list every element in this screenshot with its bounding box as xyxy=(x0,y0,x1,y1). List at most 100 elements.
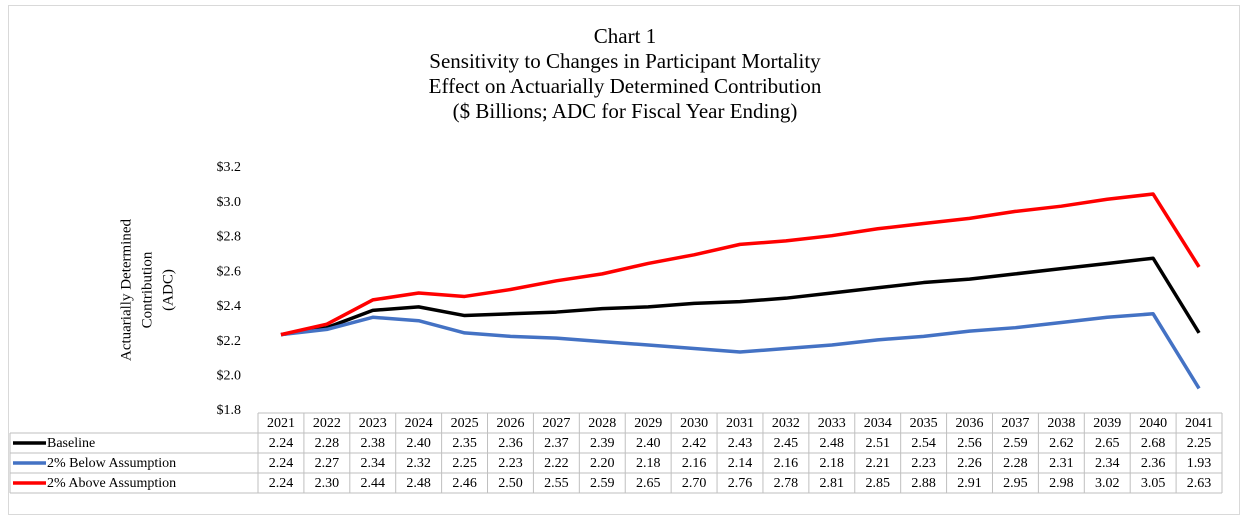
chart-title: Sensitivity to Changes in Participant Mo… xyxy=(429,49,821,73)
x-tick-label: 2022 xyxy=(313,416,341,431)
table-value: 3.05 xyxy=(1141,476,1166,491)
legend-label: 2% Below Assumption xyxy=(47,456,176,471)
table-value: 2.37 xyxy=(544,436,569,451)
table-value: 2.23 xyxy=(498,456,523,471)
x-tick-label: 2034 xyxy=(864,416,892,431)
chart-border xyxy=(8,5,1240,515)
table-value: 2.45 xyxy=(774,436,799,451)
y-tick-label: $3.2 xyxy=(217,160,242,175)
table-value: 2.40 xyxy=(636,436,661,451)
table-value: 2.28 xyxy=(315,436,340,451)
table-value: 2.22 xyxy=(544,456,569,471)
y-axis-label: Actuarially Determined Contribution (ADC) xyxy=(118,218,176,361)
x-tick-label: 2032 xyxy=(772,416,800,431)
table-value: 2.25 xyxy=(452,456,477,471)
table-value: 2.48 xyxy=(406,476,431,491)
table-value: 2.31 xyxy=(1049,456,1074,471)
series-line xyxy=(280,256,1201,337)
table-value: 2.27 xyxy=(315,456,340,471)
table-value: 2.50 xyxy=(498,476,523,491)
x-tick-label: 2041 xyxy=(1185,416,1213,431)
chart-title: ($ Billions; ADC for Fiscal Year Ending) xyxy=(453,99,798,123)
table-value: 2.56 xyxy=(957,436,982,451)
table-value: 2.26 xyxy=(957,456,982,471)
chart-title: Chart 1 xyxy=(594,24,656,48)
x-tick-label: 2025 xyxy=(451,416,479,431)
x-tick-label: 2035 xyxy=(910,416,938,431)
table-value: 2.24 xyxy=(269,476,294,491)
table-value: 2.18 xyxy=(820,456,845,471)
x-tick-label: 2038 xyxy=(1047,416,1075,431)
table-value: 2.81 xyxy=(820,476,845,491)
table-value: 2.88 xyxy=(911,476,936,491)
table-value: 2.28 xyxy=(1003,456,1028,471)
table-value: 2.95 xyxy=(1003,476,1028,491)
x-tick-label: 2026 xyxy=(496,416,524,431)
x-tick-label: 2037 xyxy=(1001,416,1029,431)
x-tick-label: 2028 xyxy=(588,416,616,431)
table-value: 2.25 xyxy=(1187,436,1212,451)
table-value: 2.35 xyxy=(452,436,477,451)
y-axis-label-line: (ADC) xyxy=(160,269,176,311)
table-value: 2.59 xyxy=(1003,436,1028,451)
x-tick-label: 2023 xyxy=(359,416,387,431)
table-value: 2.24 xyxy=(269,436,294,451)
table-value: 2.59 xyxy=(590,476,615,491)
table-value: 2.68 xyxy=(1141,436,1166,451)
y-tick-label: $2.4 xyxy=(217,299,242,314)
y-axis-label-line: Contribution xyxy=(139,251,155,328)
table-value: 2.34 xyxy=(361,456,386,471)
series-line xyxy=(280,312,1201,390)
table-value: 2.36 xyxy=(1141,456,1166,471)
x-tick-label: 2021 xyxy=(267,416,295,431)
x-tick-label: 2029 xyxy=(634,416,662,431)
table-value: 2.16 xyxy=(682,456,707,471)
table-value: 1.93 xyxy=(1187,456,1212,471)
table-value: 2.30 xyxy=(315,476,340,491)
chart-title: Effect on Actuarially Determined Contrib… xyxy=(429,74,822,98)
x-tick-label: 2030 xyxy=(680,416,708,431)
y-tick-label: $1.8 xyxy=(217,403,242,418)
table-value: 2.48 xyxy=(820,436,845,451)
table-value: 2.21 xyxy=(865,456,890,471)
table-value: 3.02 xyxy=(1095,476,1120,491)
table-value: 2.44 xyxy=(361,476,386,491)
x-tick-label: 2040 xyxy=(1139,416,1167,431)
table-value: 2.43 xyxy=(728,436,753,451)
x-tick-label: 2039 xyxy=(1093,416,1121,431)
table-value: 2.14 xyxy=(728,456,753,471)
legend-label: Baseline xyxy=(47,436,95,451)
table-value: 2.65 xyxy=(1095,436,1120,451)
table-value: 2.20 xyxy=(590,456,615,471)
table-value: 2.16 xyxy=(774,456,799,471)
table-value: 2.39 xyxy=(590,436,615,451)
y-tick-label: $2.2 xyxy=(217,334,242,349)
x-tick-label: 2033 xyxy=(818,416,846,431)
table-value: 2.23 xyxy=(911,456,936,471)
table-value: 2.51 xyxy=(865,436,890,451)
table-value: 2.63 xyxy=(1187,476,1212,491)
table-value: 2.32 xyxy=(406,456,431,471)
table-value: 2.40 xyxy=(406,436,431,451)
table-value: 2.18 xyxy=(636,456,661,471)
y-tick-label: $2.6 xyxy=(217,264,242,279)
series-line xyxy=(280,192,1201,337)
x-tick-label: 2031 xyxy=(726,416,754,431)
table-value: 2.42 xyxy=(682,436,707,451)
table-value: 2.78 xyxy=(774,476,799,491)
table-value: 2.36 xyxy=(498,436,523,451)
table-value: 2.85 xyxy=(865,476,890,491)
table-value: 2.98 xyxy=(1049,476,1074,491)
table-value: 2.38 xyxy=(361,436,386,451)
table-value: 2.62 xyxy=(1049,436,1074,451)
y-tick-label: $2.0 xyxy=(217,369,242,384)
table-value: 2.34 xyxy=(1095,456,1120,471)
table-value: 2.54 xyxy=(911,436,936,451)
table-value: 2.65 xyxy=(636,476,661,491)
x-tick-label: 2027 xyxy=(542,416,570,431)
y-tick-label: $3.0 xyxy=(217,195,242,210)
x-tick-label: 2036 xyxy=(956,416,984,431)
table-value: 2.46 xyxy=(452,476,477,491)
legend-label: 2% Above Assumption xyxy=(47,476,176,491)
